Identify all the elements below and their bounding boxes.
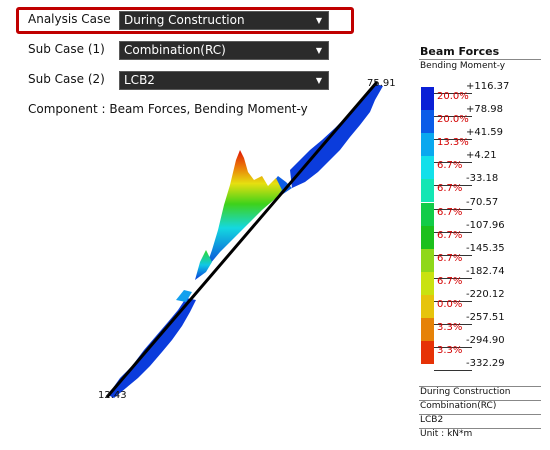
legend-tick — [434, 93, 472, 94]
legend-value: +116.37 — [466, 81, 510, 92]
legend-value: -332.29 — [466, 358, 505, 370]
legend-title: Beam Forces — [420, 45, 500, 58]
legend-value: -33.18 — [466, 173, 499, 185]
legend-color-band — [421, 225, 434, 249]
legend-tick — [434, 347, 472, 349]
legend-percent: 3.3% — [437, 322, 463, 333]
legend-subtitle: Bending Moment-y — [420, 61, 506, 71]
legend-value: +78.98 — [466, 104, 504, 116]
sub-case-2-label: Sub Case (2) — [28, 72, 105, 86]
legend-color-band — [421, 202, 434, 226]
legend-divider — [419, 386, 541, 387]
analysis-case-value: During Construction — [124, 13, 245, 27]
legend-color-band — [421, 156, 434, 180]
legend-tick — [434, 116, 472, 118]
info-unit: Unit : kN*m — [420, 429, 473, 439]
dropdown-arrow-icon: ▼ — [315, 46, 322, 55]
info-sub-case-1: Combination(RC) — [420, 401, 497, 411]
sub-case-2-value: LCB2 — [124, 73, 155, 87]
sub-case-1-label: Sub Case (1) — [28, 42, 105, 56]
legend-tick — [434, 300, 472, 302]
legend-percent: 0.0% — [437, 298, 463, 310]
legend-percent: 6.7% — [437, 229, 463, 241]
legend-divider — [419, 59, 541, 60]
legend-color-band — [421, 87, 434, 110]
legend-divider — [419, 414, 541, 415]
info-sub-case-2: LCB2 — [420, 415, 444, 425]
legend-percent: 13.3% — [437, 137, 469, 149]
legend-value: -182.74 — [466, 265, 505, 277]
legend-divider — [419, 400, 541, 401]
legend-tick — [434, 324, 472, 325]
legend-color-band — [421, 318, 434, 341]
legend-value: -220.12 — [466, 288, 505, 300]
analysis-case-dropdown[interactable]: During Construction ▼ — [119, 11, 329, 30]
legend-percent: 6.7% — [437, 160, 463, 172]
legend-tick — [434, 185, 472, 187]
legend-value: -70.57 — [466, 196, 499, 208]
legend-tick — [434, 277, 472, 279]
legend-tick — [434, 208, 472, 210]
legend-percent: 20.0% — [437, 114, 469, 126]
legend-percent: 6.7% — [437, 183, 463, 195]
legend-color-band — [421, 341, 434, 365]
legend-color-band — [421, 294, 434, 318]
analysis-case-highlight — [16, 7, 354, 34]
legend-value: +4.21 — [466, 150, 497, 162]
info-analysis-case: During Construction — [420, 387, 511, 397]
legend-tick — [434, 254, 472, 256]
legend-value: +41.59 — [466, 127, 504, 139]
legend-tick — [434, 139, 472, 141]
legend-color-band — [421, 179, 434, 203]
legend-value: -145.35 — [466, 242, 505, 254]
legend-value: -294.90 — [466, 335, 505, 347]
analysis-case-label: Analysis Case — [28, 12, 111, 26]
component-caption: Component : Beam Forces, Bending Moment-… — [28, 102, 308, 116]
end-label-top: 75.91 — [367, 78, 396, 89]
legend-color-band — [421, 248, 434, 272]
moment-diagram-fill — [108, 84, 383, 398]
bending-moment-plot: 75.91 12.43 — [98, 78, 396, 401]
legend-percent: 6.7% — [437, 275, 463, 287]
legend-percent: 6.7% — [437, 252, 463, 264]
legend-tick — [434, 370, 472, 372]
legend-value: -257.51 — [466, 312, 505, 323]
legend-tick — [434, 162, 472, 164]
dropdown-arrow-icon: ▼ — [315, 76, 322, 85]
sub-case-1-dropdown[interactable]: Combination(RC) ▼ — [119, 41, 329, 60]
legend-value: -107.96 — [466, 219, 505, 231]
sub-case-1-value: Combination(RC) — [124, 43, 226, 57]
legend-color-band — [421, 133, 434, 157]
legend-percent: 3.3% — [437, 345, 463, 357]
end-label-bottom: 12.43 — [98, 390, 127, 401]
legend-tick — [434, 231, 472, 233]
legend-divider — [419, 428, 541, 429]
legend-percent: 20.0% — [437, 91, 469, 102]
legend-percent: 6.7% — [437, 206, 463, 218]
beam-axis-line — [105, 81, 379, 398]
legend-color-band — [421, 110, 434, 134]
sub-case-2-dropdown[interactable]: LCB2 ▼ — [119, 71, 329, 90]
dropdown-arrow-icon: ▼ — [315, 16, 322, 25]
legend-color-band — [421, 271, 434, 295]
